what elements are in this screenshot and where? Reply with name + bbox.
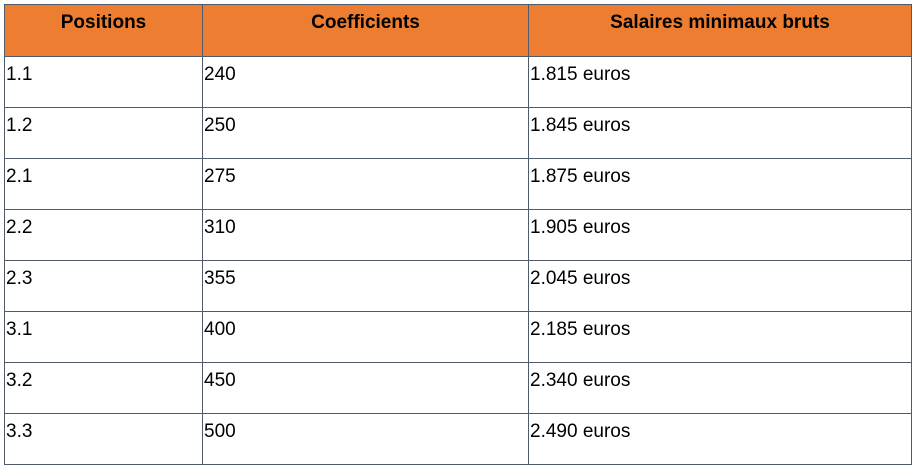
cell-coefficient: 400 [202,311,529,363]
cell-position: 1.2 [4,107,203,159]
cell-coefficient: 450 [202,362,529,414]
cell-salary: 1.905 euros [528,209,912,261]
salary-table: Positions Coefficients Salaires minimaux… [4,4,912,465]
cell-coefficient: 310 [202,209,529,261]
header-row: Positions Coefficients Salaires minimaux… [4,4,912,57]
table-row: 2.2 310 1.905 euros [4,209,912,261]
table-row: 3.1 400 2.185 euros [4,311,912,363]
header-coefficients: Coefficients [202,4,529,57]
table-row: 1.2 250 1.845 euros [4,107,912,159]
header-positions: Positions [4,4,203,57]
cell-coefficient: 275 [202,158,529,210]
table-row: 2.1 275 1.875 euros [4,158,912,210]
table-row: 2.3 355 2.045 euros [4,260,912,312]
cell-coefficient: 355 [202,260,529,312]
cell-position: 1.1 [4,56,203,108]
cell-salary: 2.490 euros [528,413,912,465]
cell-salary: 2.340 euros [528,362,912,414]
cell-position: 3.1 [4,311,203,363]
cell-coefficient: 240 [202,56,529,108]
cell-position: 3.2 [4,362,203,414]
cell-coefficient: 250 [202,107,529,159]
cell-salary: 2.045 euros [528,260,912,312]
table-row: 3.2 450 2.340 euros [4,362,912,414]
table-header: Positions Coefficients Salaires minimaux… [4,4,912,57]
cell-position: 2.2 [4,209,203,261]
cell-salary: 1.815 euros [528,56,912,108]
cell-salary: 1.875 euros [528,158,912,210]
cell-position: 2.3 [4,260,203,312]
cell-coefficient: 500 [202,413,529,465]
table-row: 1.1 240 1.815 euros [4,56,912,108]
cell-position: 2.1 [4,158,203,210]
cell-salary: 2.185 euros [528,311,912,363]
table-row: 3.3 500 2.490 euros [4,413,912,465]
header-salaires: Salaires minimaux bruts [528,4,912,57]
table-body: 1.1 240 1.815 euros 1.2 250 1.845 euros … [4,56,912,465]
cell-salary: 1.845 euros [528,107,912,159]
cell-position: 3.3 [4,413,203,465]
